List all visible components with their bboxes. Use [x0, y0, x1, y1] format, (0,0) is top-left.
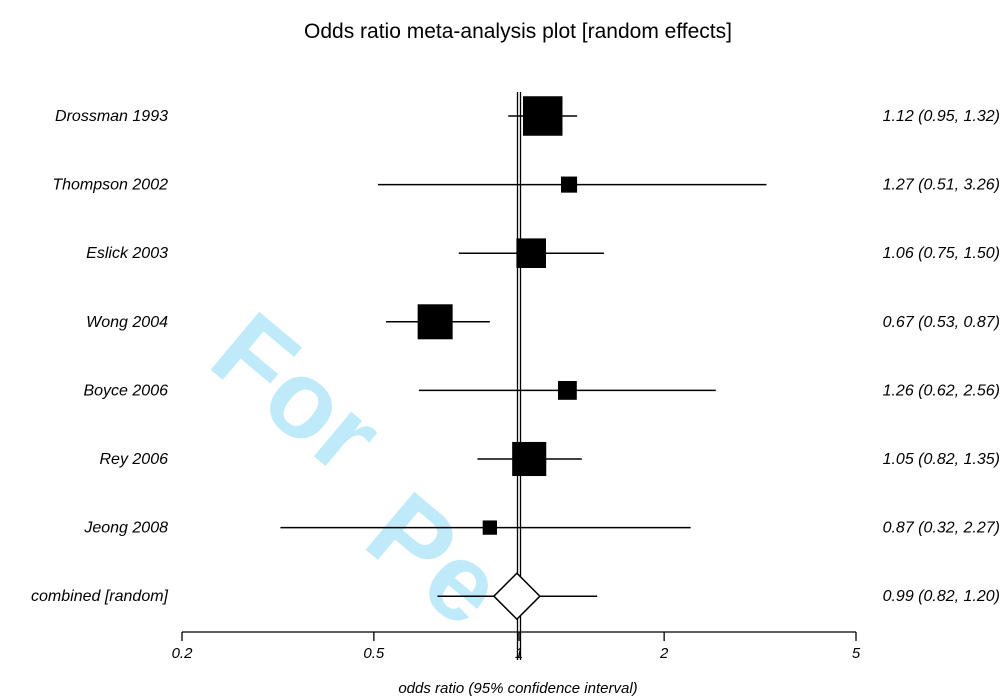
- x-tick-label: 5: [852, 645, 861, 662]
- point-estimate-box: [557, 381, 577, 400]
- chart-title: Odds ratio meta-analysis plot [random ef…: [304, 20, 732, 43]
- point-estimate-box: [522, 96, 563, 136]
- x-tick-label: 0.5: [363, 645, 385, 662]
- or-ci-label: 1.05 (0.82, 1.35): [883, 451, 1000, 468]
- or-ci-label: 1.26 (0.62, 2.56): [883, 382, 1000, 399]
- point-estimate-box: [417, 304, 453, 340]
- x-tick-label: 1: [515, 645, 523, 662]
- or-ci-label: 0.87 (0.32, 2.27): [883, 520, 1000, 537]
- study-name: Jeong 2008: [83, 520, 168, 537]
- or-ci-label: 1.06 (0.75, 1.50): [883, 245, 1000, 262]
- combined-name: combined [random]: [31, 588, 169, 605]
- x-tick-label: 2: [659, 645, 669, 662]
- study-name: Rey 2006: [100, 451, 169, 468]
- point-estimate-box: [516, 238, 547, 268]
- x-axis-label: odds ratio (95% confidence interval): [398, 680, 637, 697]
- study-name: Eslick 2003: [86, 245, 168, 262]
- study-name: Thompson 2002: [52, 177, 168, 194]
- study-rows: Drossman 1993 1.12 (0.95, 1.32) Thompson 2…: [31, 92, 1000, 660]
- or-ci-label: 0.67 (0.53, 0.87): [883, 314, 1000, 331]
- watermark-text-2: Pe: [345, 469, 527, 650]
- or-ci-label: 1.12 (0.95, 1.32): [883, 108, 1000, 125]
- study-name: Wong 2004: [86, 314, 168, 331]
- point-estimate-box: [560, 176, 578, 193]
- or-ci-label: 1.27 (0.51, 3.26): [883, 177, 1000, 194]
- study-name: Drossman 1993: [55, 108, 168, 125]
- study-name: Boyce 2006: [83, 382, 168, 399]
- x-axis: 0.2 0.5 1 2 5: [172, 631, 861, 662]
- combined-or-ci-label: 0.99 (0.82, 1.20): [883, 588, 1000, 605]
- x-tick-label: 0.2: [172, 645, 194, 662]
- watermark-text-1: For: [190, 289, 405, 497]
- point-estimate-box: [482, 520, 497, 535]
- point-estimate-box: [512, 441, 547, 477]
- combined-diamond: [492, 572, 541, 621]
